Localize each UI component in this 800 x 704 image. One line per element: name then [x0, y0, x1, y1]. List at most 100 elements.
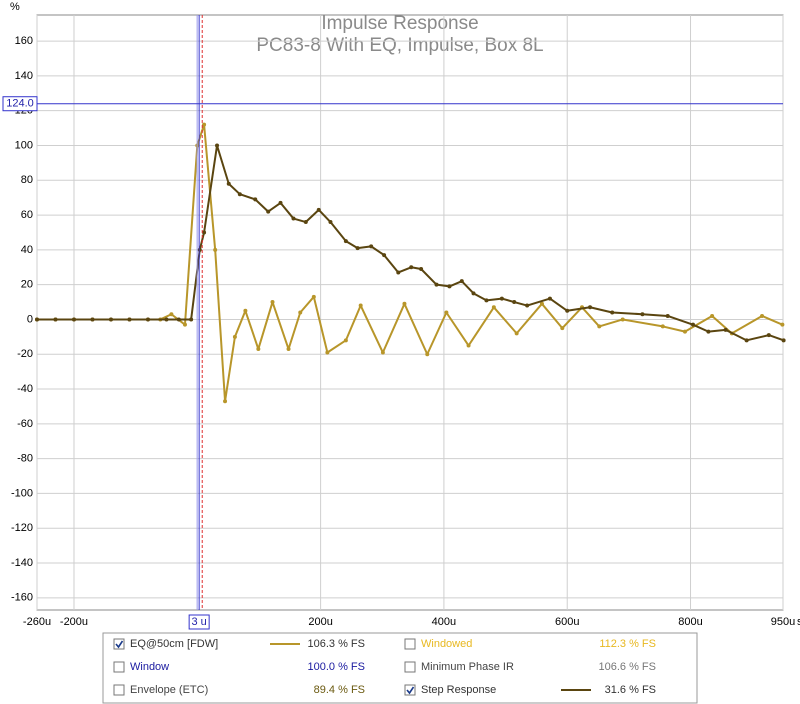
y-tick-label: -60: [17, 418, 33, 430]
data-point: [53, 317, 58, 322]
data-point: [108, 317, 113, 322]
data-point: [484, 298, 489, 303]
data-point: [189, 317, 194, 322]
y-tick-label: -40: [17, 383, 33, 395]
data-point: [343, 338, 348, 343]
data-point: [311, 294, 316, 299]
y-tick-label: -100: [11, 487, 33, 499]
data-point: [176, 317, 181, 322]
data-point: [266, 209, 271, 214]
legend-name: EQ@50cm [FDW]: [130, 638, 218, 650]
legend-checkbox[interactable]: [404, 638, 416, 650]
data-point: [706, 329, 711, 334]
data-point: [223, 399, 228, 404]
chart-title: Impulse Response: [321, 13, 478, 34]
data-point: [298, 310, 303, 315]
data-point: [588, 305, 593, 310]
data-point: [343, 239, 348, 244]
data-point: [780, 322, 785, 327]
data-point: [197, 247, 202, 252]
x-tick-label: 400u: [432, 616, 456, 628]
data-point: [237, 192, 242, 197]
y-tick-label: 80: [21, 174, 33, 186]
data-point: [270, 300, 275, 305]
data-point: [539, 301, 544, 306]
data-point: [610, 310, 615, 315]
y-tick-label: 160: [15, 35, 33, 47]
data-point: [127, 317, 132, 322]
legend-readout: 100.0 % FS: [308, 661, 365, 673]
data-point: [202, 122, 207, 127]
x-unit: s: [797, 616, 800, 628]
data-point: [409, 265, 414, 270]
data-point: [760, 313, 765, 318]
data-point: [444, 310, 449, 315]
data-point: [447, 284, 452, 289]
data-point: [215, 143, 220, 148]
y-tick-label: 40: [21, 244, 33, 256]
legend-checkbox[interactable]: [404, 661, 416, 673]
legend-checkbox[interactable]: [113, 661, 125, 673]
data-point: [660, 324, 665, 329]
data-point: [514, 331, 519, 336]
data-point: [640, 312, 645, 317]
data-point: [278, 200, 283, 205]
y-tick-label: -20: [17, 348, 33, 360]
data-point: [560, 326, 565, 331]
chart-subtitle: PC83-8 With EQ, Impulse, Box 8L: [256, 35, 543, 56]
data-point: [303, 220, 308, 225]
data-point: [243, 308, 248, 313]
data-point: [328, 220, 333, 225]
data-point: [723, 327, 728, 332]
legend-check: [115, 640, 124, 649]
legend-name: Windowed: [421, 638, 472, 650]
data-point: [597, 324, 602, 329]
data-point: [710, 313, 715, 318]
y-unit: %: [10, 1, 20, 13]
data-point: [380, 350, 385, 355]
legend-readout: 112.3 % FS: [599, 638, 656, 650]
data-point: [459, 279, 464, 284]
legend-name: Step Response: [421, 684, 496, 696]
data-point: [182, 322, 187, 327]
data-point: [512, 300, 517, 305]
data-point: [316, 207, 321, 212]
data-point: [744, 338, 749, 343]
data-point: [491, 305, 496, 310]
data-point: [355, 246, 360, 251]
x-tick-label: 950u: [771, 616, 795, 628]
data-point: [90, 317, 95, 322]
data-point: [145, 317, 150, 322]
data-point: [202, 230, 207, 235]
data-point: [169, 312, 174, 317]
cursor-x-box: [188, 614, 210, 630]
data-point: [471, 291, 476, 296]
data-point: [253, 197, 258, 202]
legend-name: Window: [130, 661, 169, 673]
y-tick-label: 20: [21, 279, 33, 291]
legend-check: [406, 686, 415, 695]
x-tick-label: -200u: [60, 616, 88, 628]
data-point: [369, 244, 374, 249]
y-tick-label: -160: [11, 592, 33, 604]
legend-checkbox[interactable]: [113, 638, 125, 650]
data-point: [164, 317, 169, 322]
data-point: [766, 333, 771, 338]
data-point: [525, 303, 530, 308]
data-point: [325, 350, 330, 355]
legend-name: Minimum Phase IR: [421, 661, 514, 673]
data-point: [256, 347, 261, 352]
data-point: [682, 329, 687, 334]
data-point: [382, 253, 387, 258]
y-tick-label: 140: [15, 70, 33, 82]
data-point: [358, 303, 363, 308]
data-point: [620, 317, 625, 322]
legend-checkbox[interactable]: [404, 684, 416, 696]
data-point: [434, 282, 439, 287]
data-point: [291, 216, 296, 221]
x-tick-label: -260u: [23, 616, 51, 628]
data-point: [781, 338, 786, 343]
legend-checkbox[interactable]: [113, 684, 125, 696]
y-tick-label: -120: [11, 522, 33, 534]
